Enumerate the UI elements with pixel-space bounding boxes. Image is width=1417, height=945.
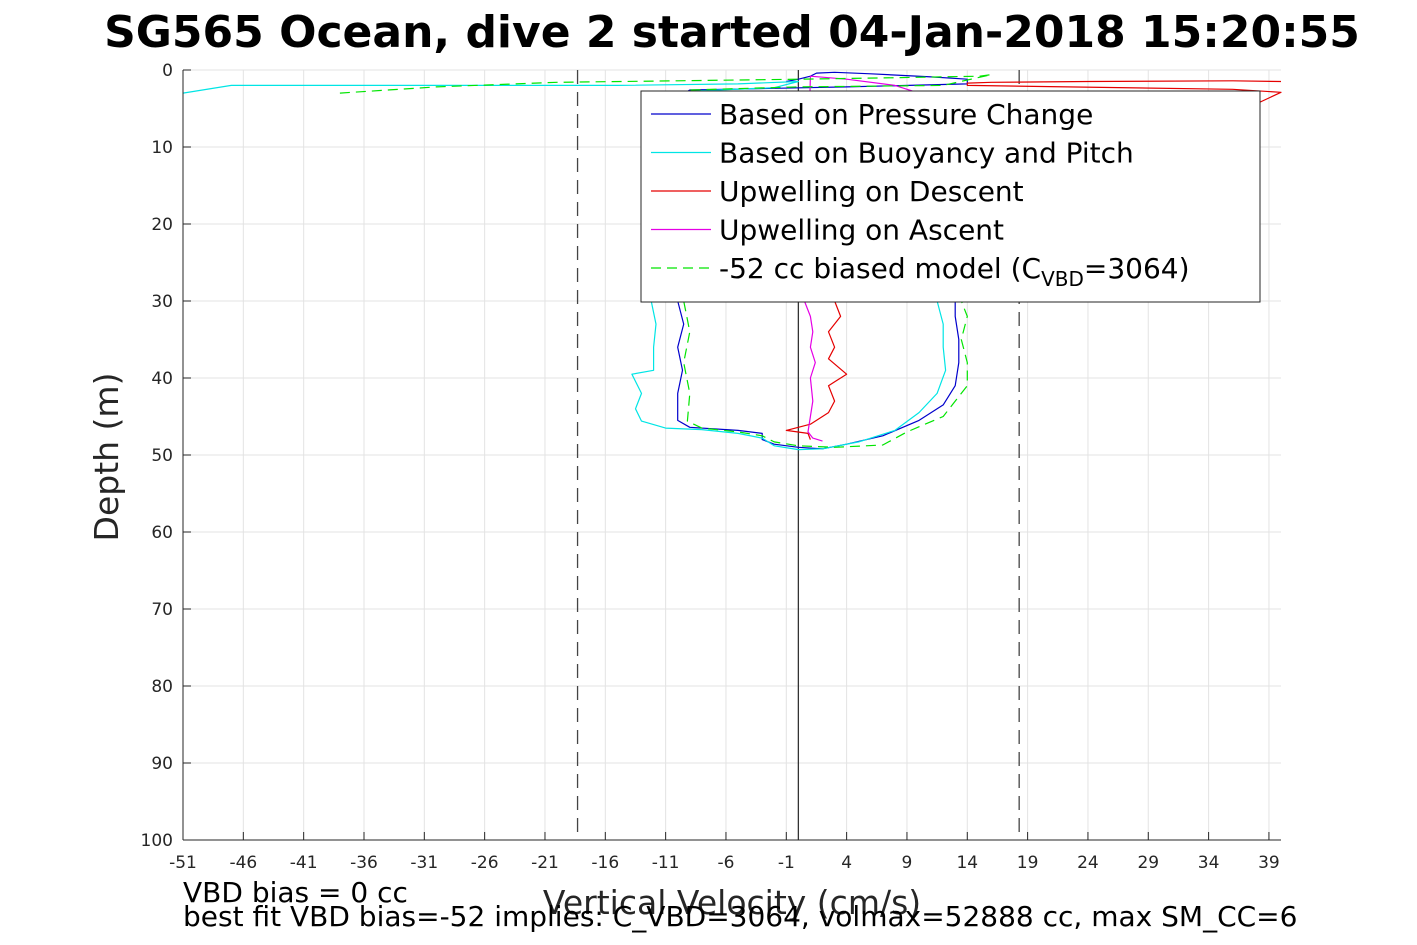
x-tick-label: -16 bbox=[591, 853, 619, 873]
legend: Based on Pressure Change Based on Buoyanc… bbox=[640, 90, 1261, 303]
series-line-3 bbox=[785, 80, 1282, 440]
x-tick-label: -41 bbox=[290, 853, 318, 873]
y-tick-labels: 0 10 20 30 40 50 60 70 80 90 100 bbox=[141, 61, 173, 851]
series-line-4 bbox=[803, 75, 944, 442]
x-axis-label: Vertical Velocity (cm/s) bbox=[543, 883, 921, 922]
x-tick-label: 39 bbox=[1258, 853, 1280, 873]
footer-line-1: VBD bias = 0 cc bbox=[183, 876, 408, 909]
y-tick-label: 40 bbox=[151, 369, 173, 389]
footer-line-2: best fit VBD bias=-52 implies: C_VBD=306… bbox=[183, 900, 1298, 933]
x-tick-label: -51 bbox=[169, 853, 197, 873]
series-layer bbox=[182, 71, 1282, 451]
legend-label-1: Based on Pressure Change bbox=[719, 98, 1093, 131]
series-line-5 bbox=[339, 74, 992, 448]
y-tick-label: 0 bbox=[162, 61, 173, 81]
y-tick-label: 10 bbox=[151, 138, 173, 158]
x-tick-label: -1 bbox=[778, 853, 795, 873]
x-tick-label: -26 bbox=[471, 853, 499, 873]
y-tick-label: 70 bbox=[151, 600, 173, 620]
x-tick-label: -21 bbox=[531, 853, 559, 873]
y-axis-label: Depth (m) bbox=[87, 373, 126, 542]
y-tick-label: 60 bbox=[151, 523, 173, 543]
legend-label-2: Based on Buoyancy and Pitch bbox=[719, 137, 1134, 170]
y-tick-label: 80 bbox=[151, 677, 173, 697]
x-tick-labels: -51 -46 -41 -36 -31 -26 -21 -16 -11 -6 -1 4 9 14 19 24 2… bbox=[169, 853, 1280, 873]
series-line-2 bbox=[182, 80, 947, 451]
legend-label-3: Upwelling on Descent bbox=[719, 175, 1024, 208]
x-tick-label: 24 bbox=[1077, 853, 1099, 873]
legend-box bbox=[640, 90, 1261, 303]
y-tick-label: 30 bbox=[151, 292, 173, 312]
x-tick-label: 4 bbox=[841, 853, 852, 873]
x-tick-label: -36 bbox=[350, 853, 378, 873]
x-tick-label: 19 bbox=[1017, 853, 1039, 873]
y-tick-label: 90 bbox=[151, 754, 173, 774]
x-tick-label: 29 bbox=[1137, 853, 1159, 873]
x-tick-label: 14 bbox=[956, 853, 978, 873]
x-tick-label: -6 bbox=[717, 853, 734, 873]
y-tick-label: 20 bbox=[151, 215, 173, 235]
legend-label-5: -52 cc biased model (CVBD=3064) bbox=[719, 252, 1190, 291]
chart-title: SG565 Ocean, dive 2 started 04-Jan-2018 … bbox=[104, 7, 1360, 58]
x-tick-label: 34 bbox=[1198, 853, 1220, 873]
axes bbox=[182, 69, 1281, 841]
x-tick-label: 9 bbox=[902, 853, 913, 873]
y-tick-label: 50 bbox=[151, 446, 173, 466]
x-tick-label: -31 bbox=[410, 853, 438, 873]
x-tick-label: -46 bbox=[229, 853, 257, 873]
y-tick-label: 100 bbox=[141, 831, 173, 851]
legend-label-4: Upwelling on Ascent bbox=[719, 214, 1004, 247]
x-tick-label: -11 bbox=[652, 853, 680, 873]
